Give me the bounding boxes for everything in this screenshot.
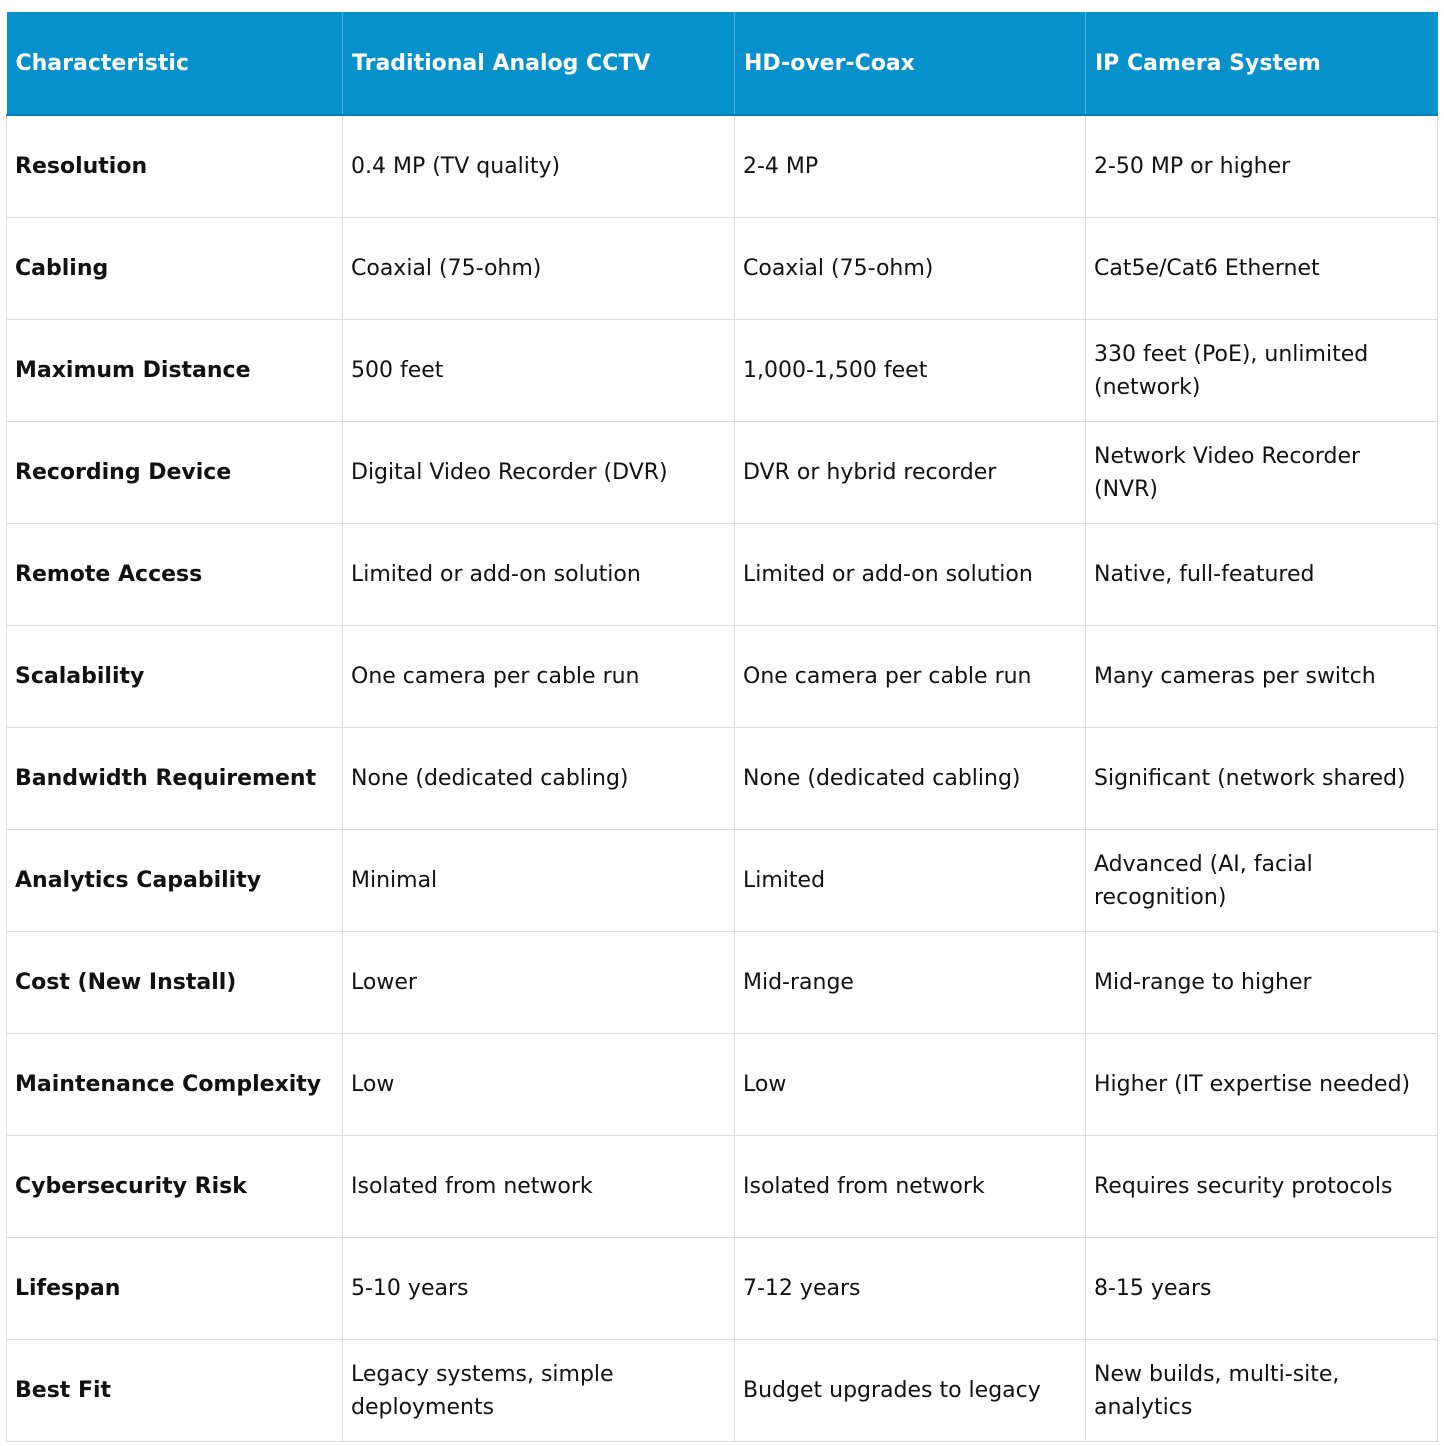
- cell-analog: Lower: [342, 931, 735, 1034]
- cell-hd-coax: None (dedicated cabling): [734, 727, 1086, 830]
- cell-ip: 8-15 years: [1085, 1237, 1438, 1340]
- cell-hd-coax: Low: [734, 1033, 1086, 1136]
- cell-hd-coax: 7-12 years: [734, 1237, 1086, 1340]
- cell-ip: Requires security protocols: [1085, 1135, 1438, 1238]
- cell-ip: Mid-range to higher: [1085, 931, 1438, 1034]
- cell-analog: Limited or add-on solution: [342, 523, 735, 626]
- row-label: Cost (New Install): [6, 931, 343, 1034]
- table-row: Bandwidth Requirement None (dedicated ca…: [6, 727, 1438, 830]
- cell-analog: Low: [342, 1033, 735, 1136]
- table-row: Cabling Coaxial (75-ohm) Coaxial (75-ohm…: [6, 217, 1438, 320]
- cell-ip: Advanced (AI, facial recognition): [1085, 829, 1438, 932]
- cell-hd-coax: Mid-range: [734, 931, 1086, 1034]
- row-label: Scalability: [6, 625, 343, 728]
- table-row: Analytics Capability Minimal Limited Adv…: [6, 829, 1438, 932]
- cell-analog: Legacy systems, simple deployments: [342, 1339, 735, 1442]
- cell-hd-coax: Budget upgrades to legacy: [734, 1339, 1086, 1442]
- cell-analog: Coaxial (75-ohm): [342, 217, 735, 320]
- cell-ip: New builds, multi-site, analytics: [1085, 1339, 1438, 1442]
- row-label: Analytics Capability: [6, 829, 343, 932]
- header-traditional-analog-cctv: Traditional Analog CCTV: [342, 12, 735, 116]
- cell-analog: None (dedicated cabling): [342, 727, 735, 830]
- row-label: Cybersecurity Risk: [6, 1135, 343, 1238]
- comparison-table: Characteristic Traditional Analog CCTV H…: [6, 12, 1438, 1442]
- cell-ip: Many cameras per switch: [1085, 625, 1438, 728]
- header-characteristic: Characteristic: [6, 12, 343, 116]
- table-row: Remote Access Limited or add-on solution…: [6, 523, 1438, 626]
- table-row: Lifespan 5-10 years 7-12 years 8-15 year…: [6, 1237, 1438, 1340]
- cell-ip: Native, full-featured: [1085, 523, 1438, 626]
- row-label: Bandwidth Requirement: [6, 727, 343, 830]
- cell-analog: 500 feet: [342, 319, 735, 422]
- row-label: Cabling: [6, 217, 343, 320]
- table-header-row: Characteristic Traditional Analog CCTV H…: [6, 12, 1438, 116]
- table-row: Resolution 0.4 MP (TV quality) 2-4 MP 2-…: [6, 115, 1438, 218]
- cell-ip: Higher (IT expertise needed): [1085, 1033, 1438, 1136]
- table-row: Cybersecurity Risk Isolated from network…: [6, 1135, 1438, 1238]
- cell-analog: Minimal: [342, 829, 735, 932]
- row-label: Maximum Distance: [6, 319, 343, 422]
- cell-hd-coax: 1,000-1,500 feet: [734, 319, 1086, 422]
- row-label: Lifespan: [6, 1237, 343, 1340]
- table-row: Cost (New Install) Lower Mid-range Mid-r…: [6, 931, 1438, 1034]
- cell-hd-coax: Limited or add-on solution: [734, 523, 1086, 626]
- cell-ip: Network Video Recorder (NVR): [1085, 421, 1438, 524]
- cell-ip: 2-50 MP or higher: [1085, 115, 1438, 218]
- cell-hd-coax: Limited: [734, 829, 1086, 932]
- comparison-table-container: Characteristic Traditional Analog CCTV H…: [6, 12, 1438, 1442]
- cell-hd-coax: DVR or hybrid recorder: [734, 421, 1086, 524]
- table-row: Recording Device Digital Video Recorder …: [6, 421, 1438, 524]
- row-label: Recording Device: [6, 421, 343, 524]
- cell-hd-coax: One camera per cable run: [734, 625, 1086, 728]
- cell-ip: Cat5e/Cat6 Ethernet: [1085, 217, 1438, 320]
- table-row: Best Fit Legacy systems, simple deployme…: [6, 1339, 1438, 1442]
- header-ip-camera-system: IP Camera System: [1085, 12, 1438, 116]
- table-row: Scalability One camera per cable run One…: [6, 625, 1438, 728]
- cell-analog: Digital Video Recorder (DVR): [342, 421, 735, 524]
- row-label: Resolution: [6, 115, 343, 218]
- header-hd-over-coax: HD-over-Coax: [734, 12, 1086, 116]
- cell-analog: One camera per cable run: [342, 625, 735, 728]
- row-label: Maintenance Complexity: [6, 1033, 343, 1136]
- cell-hd-coax: Coaxial (75-ohm): [734, 217, 1086, 320]
- table-row: Maximum Distance 500 feet 1,000-1,500 fe…: [6, 319, 1438, 422]
- cell-ip: 330 feet (PoE), unlimited (network): [1085, 319, 1438, 422]
- cell-analog: Isolated from network: [342, 1135, 735, 1238]
- table-row: Maintenance Complexity Low Low Higher (I…: [6, 1033, 1438, 1136]
- cell-analog: 0.4 MP (TV quality): [342, 115, 735, 218]
- cell-analog: 5-10 years: [342, 1237, 735, 1340]
- cell-ip: Significant (network shared): [1085, 727, 1438, 830]
- row-label: Best Fit: [6, 1339, 343, 1442]
- cell-hd-coax: 2-4 MP: [734, 115, 1086, 218]
- row-label: Remote Access: [6, 523, 343, 626]
- cell-hd-coax: Isolated from network: [734, 1135, 1086, 1238]
